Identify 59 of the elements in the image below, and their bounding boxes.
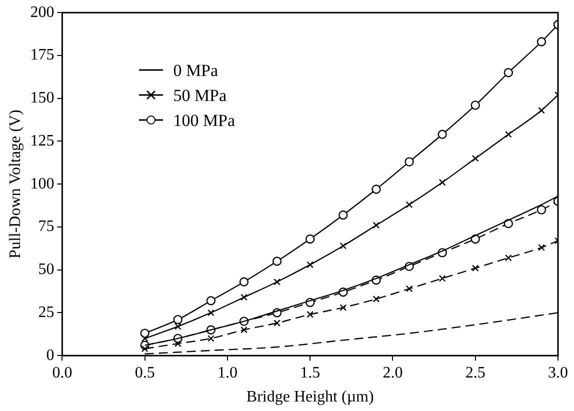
point [239,277,249,286]
point [141,335,148,342]
point [306,234,315,244]
point [438,274,446,282]
point [406,201,413,208]
x-tick-label: 3.0 [548,364,568,382]
point [340,242,347,250]
point [406,285,413,292]
legend-label: 100 MPa [173,110,236,132]
point [472,154,479,162]
point [206,296,216,306]
y-tick-label: 100 [30,175,54,192]
point [274,320,280,326]
point [438,178,446,186]
point [208,309,214,316]
y-tick-label: 75 [38,218,54,236]
y-tick-label: 125 [30,132,54,150]
point [306,311,314,318]
x-tick-label: 0.0 [52,364,72,382]
y-tick-label: 25 [38,304,54,321]
point [538,106,545,114]
point [536,37,546,46]
legend-label: 0 MPa [173,60,218,82]
point [538,244,545,251]
point [372,222,380,229]
point [372,184,381,194]
point [504,254,512,262]
point [240,294,248,301]
point [438,130,447,139]
point [174,340,182,348]
y-tick-label: 175 [30,46,54,64]
point [240,326,248,334]
point [338,210,348,220]
y-tick-label: 50 [38,261,54,278]
point [274,278,280,286]
y-axis-title: Pull-Down Voltage (V) [6,110,24,258]
x-tick-label: 0.5 [134,364,155,382]
point [470,100,480,110]
point [272,256,282,266]
point [340,304,347,312]
point [306,261,314,268]
y-tick-label: 150 [30,90,54,107]
y-tick-label: 0 [46,346,54,364]
point [208,335,214,342]
point [504,68,514,78]
y-tick-label: 200 [30,4,54,21]
x-tick-label: 1.0 [217,364,238,382]
x-tick-label: 2.0 [382,364,403,382]
point [504,130,512,138]
point [472,264,479,272]
point [372,296,380,302]
x-axis-title: Bridge Height (µm) [246,388,374,406]
x-tick-label: 2.5 [465,364,486,382]
point [536,205,546,214]
point [174,323,182,330]
legend-label: 50 MPa [173,84,227,107]
x-tick-label: 1.5 [300,364,320,382]
point [173,314,182,324]
point [404,157,414,166]
